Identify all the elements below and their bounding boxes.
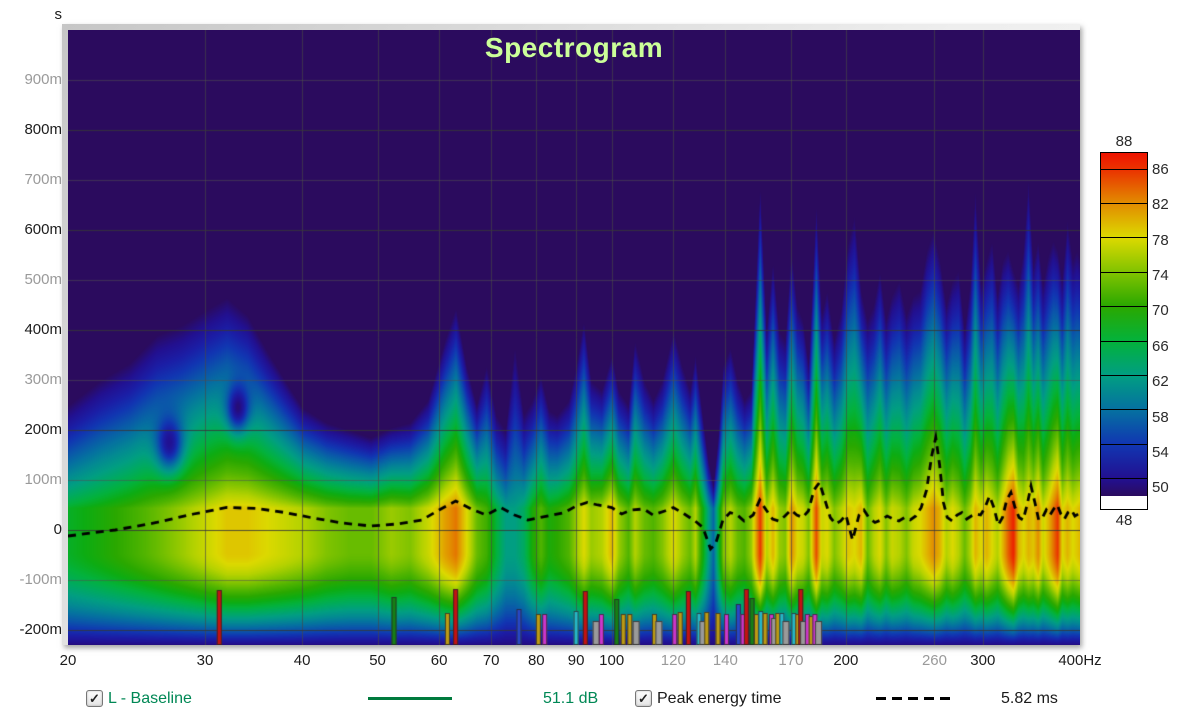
x-tick-label: 120	[660, 652, 686, 669]
y-tick-label: 800m	[24, 121, 62, 138]
peak-energy-label: Peak energy time	[657, 690, 782, 707]
baseline-value: 51.1 dB	[543, 690, 599, 707]
peak-energy-value: 5.82 ms	[1001, 690, 1058, 707]
spectrogram-canvas[interactable]	[68, 30, 1080, 645]
x-tick-label: 20	[59, 652, 77, 669]
y-tick-label: 200m	[24, 421, 62, 438]
y-tick-label: -200m	[19, 621, 62, 638]
colorbar-tick-label: 58	[1152, 408, 1169, 426]
colorbar-segment	[1101, 272, 1147, 308]
y-tick-label: 600m	[24, 221, 62, 238]
colorbar-tick-label: 70	[1152, 302, 1169, 320]
peak-energy-line-sample	[876, 697, 954, 700]
x-tick-label: 30	[196, 652, 214, 669]
colorbar-tick-label: 50	[1152, 479, 1169, 497]
y-tick-label: 0	[53, 521, 62, 538]
colorbar-segment	[1101, 376, 1147, 411]
y-tick-label: 500m	[24, 271, 62, 288]
chart-title: Spectrogram	[484, 32, 664, 63]
colorbar-tick-label: 62	[1152, 373, 1169, 391]
colorbar-segment	[1101, 204, 1147, 239]
colorbar-segment	[1101, 479, 1147, 496]
x-tick-label: 260	[921, 652, 947, 669]
colorbar-tick-label: 88	[1115, 133, 1133, 150]
colorbar-legend	[1100, 152, 1148, 510]
baseline-line-sample	[368, 697, 452, 700]
x-tick-label: 400Hz	[1058, 652, 1102, 669]
y-tick-label: 900m	[24, 71, 62, 88]
x-tick-label: 100	[599, 652, 625, 669]
y-tick-label: 100m	[24, 471, 62, 488]
x-tick-label: 50	[369, 652, 386, 669]
x-tick-label: 170	[778, 652, 804, 669]
colorbar-segment	[1101, 307, 1147, 342]
x-tick-label: 60	[430, 652, 448, 669]
colorbar-segment	[1101, 153, 1147, 170]
x-tick-label: 140	[712, 652, 738, 669]
colorbar-segment	[1101, 341, 1147, 377]
peak-energy-checkbox[interactable]: ✓	[635, 690, 652, 707]
colorbar-segment	[1101, 410, 1147, 445]
y-tick-label: -100m	[19, 571, 62, 588]
y-tick-label: 700m	[24, 171, 62, 188]
colorbar-tick-label: 82	[1152, 196, 1169, 214]
x-tick-label: 40	[293, 652, 311, 669]
colorbar-tick-label: 74	[1152, 266, 1169, 284]
x-tick-label: 300	[970, 652, 996, 669]
colorbar-tick-label: 78	[1152, 231, 1169, 249]
x-tick-label: 80	[527, 652, 545, 669]
baseline-label: L - Baseline	[108, 690, 192, 707]
colorbar-tick-label: 66	[1152, 337, 1169, 355]
y-tick-label: 300m	[24, 371, 62, 388]
y-axis-unit-label: s	[54, 6, 63, 23]
baseline-checkbox[interactable]: ✓	[86, 690, 103, 707]
colorbar-segment	[1101, 444, 1147, 480]
colorbar-tick-label: 54	[1152, 443, 1169, 461]
colorbar-tick-label: 48	[1115, 512, 1133, 529]
colorbar-segment	[1101, 169, 1147, 205]
colorbar-tick-label: 86	[1152, 160, 1169, 178]
x-tick-label: 200	[833, 652, 859, 669]
x-tick-label: 70	[482, 652, 500, 669]
y-tick-label: 400m	[24, 321, 62, 338]
x-tick-label: 90	[567, 652, 585, 669]
colorbar-segment	[1101, 238, 1147, 273]
plot-panel: Spectrogram	[62, 24, 1080, 645]
